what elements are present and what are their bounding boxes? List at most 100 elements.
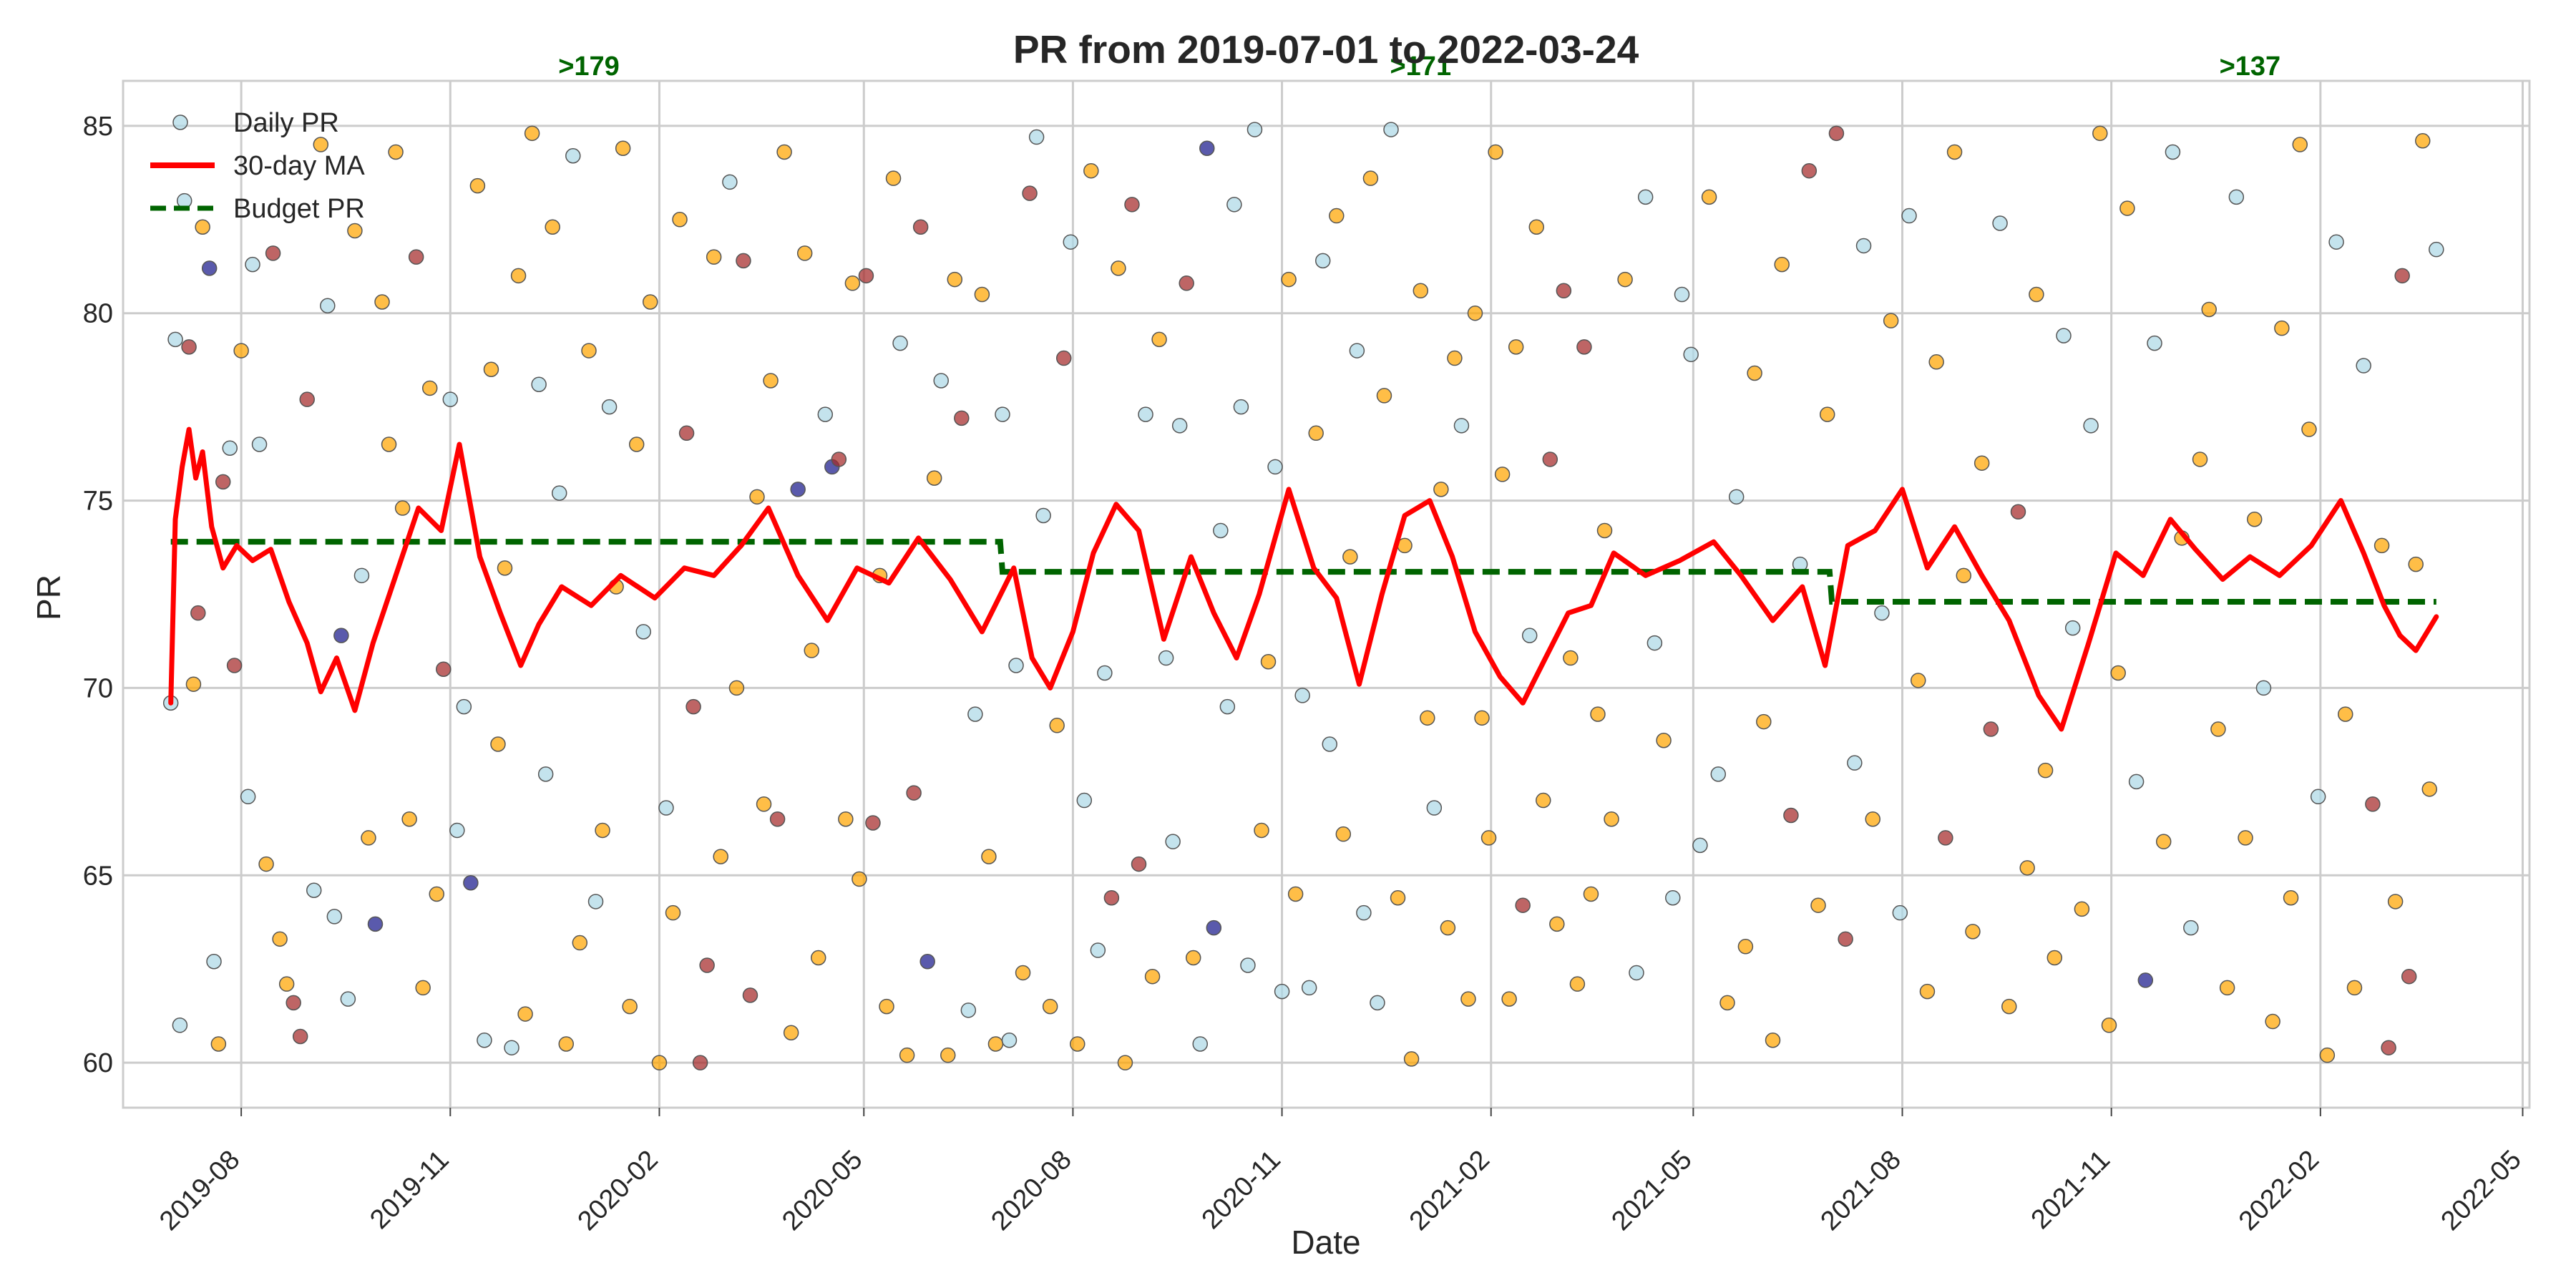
daily-pr-point (1617, 271, 1633, 288)
daily-pr-point (456, 698, 472, 715)
daily-pr-point (469, 177, 486, 194)
daily-pr-point (2408, 556, 2424, 572)
daily-pr-point (706, 249, 722, 265)
daily-pr-point (1370, 995, 1385, 1011)
daily-pr-point (1874, 605, 1890, 621)
daily-pr-point (1801, 162, 1818, 179)
daily-pr-point (1521, 628, 1538, 643)
daily-pr-point (912, 219, 929, 235)
daily-pr-point (2310, 789, 2326, 805)
daily-pr-point (1855, 238, 1872, 254)
daily-pr-point (504, 1040, 519, 1055)
daily-pr-point (1103, 889, 1120, 906)
daily-pr-point (2029, 286, 2044, 303)
daily-pr-point (2083, 418, 2099, 434)
daily-pr-point (497, 560, 513, 576)
daily-pr-point (1144, 968, 1161, 985)
daily-pr-point (381, 436, 397, 452)
y-tick-label: 60 (83, 1048, 113, 1078)
daily-pr-point (852, 871, 867, 887)
daily-pr-point (1765, 1032, 1781, 1048)
daily-pr-point (1992, 215, 2008, 231)
daily-pr-point (1035, 507, 1051, 524)
daily-pr-point (477, 1032, 492, 1048)
y-axis-ticks: 60 65 70 75 80 85 (83, 112, 113, 1078)
daily-pr-point (1028, 129, 1045, 145)
daily-pr-point (2401, 968, 2417, 985)
daily-pr-point (2064, 620, 2081, 636)
y-axis-label: PR (30, 575, 67, 620)
daily-pr-point (1433, 482, 1449, 497)
daily-pr-point (2381, 1040, 2396, 1055)
daily-pr-point (1747, 365, 1762, 381)
daily-pr-point (2210, 721, 2226, 737)
daily-pr-point (1563, 650, 1579, 666)
daily-pr-point (756, 796, 772, 812)
daily-pr-point (967, 706, 983, 722)
daily-pr-point (1956, 567, 1972, 584)
daily-pr-point (408, 249, 424, 265)
daily-pr-point (1583, 886, 1599, 902)
daily-pr-point (1467, 305, 1483, 321)
daily-pr-point (1508, 339, 1524, 355)
daily-pr-point (595, 822, 610, 839)
daily-pr-point (587, 894, 604, 909)
daily-pr-point (490, 736, 506, 752)
daily-pr-point (299, 391, 315, 407)
daily-pr-point (995, 406, 1010, 422)
daily-pr-point (1838, 931, 1853, 947)
daily-pr-point (1629, 965, 1644, 981)
daily-pr-point (353, 567, 370, 584)
daily-pr-point (306, 882, 322, 898)
daily-pr-point (286, 995, 301, 1011)
daily-pr-point (1049, 718, 1065, 733)
daily-pr-point (2365, 796, 2381, 812)
daily-pr-point (2137, 972, 2154, 988)
daily-pr-point (2346, 980, 2363, 996)
daily-pr-point (1892, 904, 1908, 921)
daily-pr-point (1488, 144, 1503, 160)
daily-pr-point (981, 849, 997, 864)
daily-pr-point (960, 1002, 977, 1018)
daily-pr-point (1267, 459, 1283, 475)
daily-pr-point (347, 223, 363, 239)
daily-pr-point (1322, 736, 1338, 752)
daily-pr-point (1674, 286, 1690, 303)
daily-pr-point (906, 785, 922, 801)
daily-pr-point (635, 624, 651, 640)
daily-pr-point (206, 953, 222, 970)
daily-pr-point (226, 658, 243, 673)
legend-marker-daily (172, 114, 188, 130)
daily-pr-point (1637, 189, 1654, 205)
daily-pr-point (601, 399, 618, 415)
daily-pr-point (1883, 313, 1899, 328)
daily-pr-point (1158, 650, 1174, 666)
daily-pr-point (1604, 811, 1619, 827)
daily-pr-point (2356, 358, 2371, 374)
legend-label-budget: Budget PR (233, 194, 365, 224)
daily-pr-point (531, 376, 547, 392)
daily-pr-point (1070, 1036, 1085, 1052)
daily-pr-point (181, 339, 197, 355)
daily-pr-point (1294, 688, 1310, 703)
daily-pr-point (326, 909, 343, 924)
daily-pr-point (2010, 504, 2026, 520)
daily-pr-point (1556, 283, 1572, 299)
daily-pr-point (2183, 919, 2199, 936)
daily-pr-point (665, 904, 681, 921)
daily-pr-point (2414, 133, 2431, 149)
daily-pr-point (1683, 346, 1699, 363)
daily-pr-point (2228, 189, 2245, 205)
daily-pr-point (1413, 283, 1429, 299)
daily-pr-point (1590, 706, 1606, 722)
daily-pr-point (510, 268, 527, 284)
daily-pr-point (865, 815, 881, 831)
daily-pr-point (2328, 234, 2344, 250)
daily-pr-point (1301, 980, 1317, 996)
daily-pr-point (926, 470, 942, 486)
daily-pr-point (2128, 774, 2145, 790)
plot-frame (122, 79, 2531, 1109)
